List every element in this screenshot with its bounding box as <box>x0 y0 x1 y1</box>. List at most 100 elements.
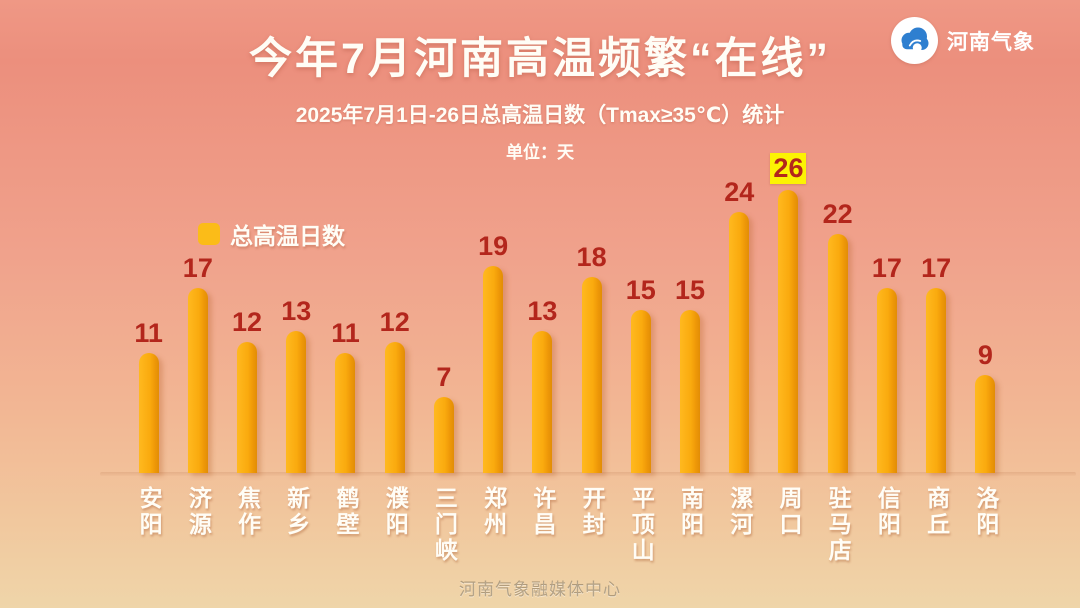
legend-swatch <box>198 223 220 245</box>
bar-value-label: 15 <box>625 275 656 305</box>
bar-column: 19 郑州 <box>469 150 518 595</box>
city-label: 新乡 <box>283 486 310 538</box>
bar <box>630 310 651 473</box>
bar <box>926 288 947 473</box>
bar-chart: 11 安阳 17 济源 12 焦作 13 新乡 11 鹤壁 <box>124 150 1010 595</box>
bar-value-label: 15 <box>674 275 706 305</box>
cloud-icon <box>901 27 928 52</box>
bar <box>975 375 996 473</box>
bar-value-label: 12 <box>232 307 263 337</box>
logo-circle <box>891 17 938 64</box>
legend-label: 总高温日数 <box>230 223 345 249</box>
city-label: 信阳 <box>874 486 901 538</box>
bar-value-label: 18 <box>576 242 607 272</box>
bar-column: 17 信阳 <box>862 150 911 595</box>
city-label: 平顶山 <box>628 486 655 564</box>
city-label: 商丘 <box>923 486 950 538</box>
city-label: 漯河 <box>726 486 753 538</box>
bar-column: 22 驻马店 <box>813 150 862 595</box>
bar-column: 11 鹤壁 <box>321 150 370 595</box>
bar-column: 9 洛阳 <box>961 150 1010 595</box>
bar-plot: 15 <box>626 150 656 473</box>
brand-name: 河南气象 <box>947 30 1035 54</box>
city-label: 驻马店 <box>825 486 852 564</box>
city-label: 周口 <box>775 486 802 538</box>
bar-plot: 13 <box>527 150 557 473</box>
bar <box>581 277 602 473</box>
bar <box>532 331 553 473</box>
bar-plot: 12 <box>232 150 262 473</box>
legend: 总高温日数 <box>198 217 345 251</box>
city-label: 郑州 <box>480 486 507 538</box>
bar-plot: 24 <box>724 150 754 473</box>
bar-value-label: 17 <box>182 253 213 283</box>
bar-value-label: 12 <box>379 307 410 337</box>
bar-plot: 18 <box>577 150 607 473</box>
bar-plot: 15 <box>675 150 705 473</box>
city-label: 洛阳 <box>972 486 999 538</box>
bar-value-label: 13 <box>527 296 558 326</box>
bar <box>237 342 258 473</box>
bar-column: 12 焦作 <box>222 150 271 595</box>
bar-plot: 11 <box>134 150 163 473</box>
city-label: 焦作 <box>234 486 261 538</box>
bar-column: 15 平顶山 <box>616 150 665 595</box>
bar-column: 13 许昌 <box>518 150 567 595</box>
bar <box>384 342 405 473</box>
bar-plot: 22 <box>823 150 853 473</box>
city-label: 濮阳 <box>382 486 409 538</box>
brand-logo: 河南气象 <box>891 17 1035 64</box>
bar-plot: 19 <box>478 150 508 473</box>
bar-column: 13 新乡 <box>272 150 321 595</box>
bar <box>876 288 897 473</box>
bar-plot: 17 <box>183 150 213 473</box>
bar-value-label: 17 <box>871 253 902 283</box>
bar-value-label: 11 <box>331 318 360 348</box>
page-title: 今年7月河南高温频繁“在线” <box>249 35 831 83</box>
bar <box>187 288 208 473</box>
bar <box>286 331 307 473</box>
city-label: 许昌 <box>529 486 556 538</box>
city-label: 济源 <box>185 486 212 538</box>
bar <box>729 212 750 473</box>
bar-value-label: 17 <box>921 253 952 283</box>
unit-label: 单位：天 <box>506 143 574 162</box>
city-label: 三门峡 <box>431 486 458 564</box>
header: 今年7月河南高温频繁“在线” 2025年7月1日-26日总高温日数（Tmax≥3… <box>0 24 1080 163</box>
axis-baseline <box>100 472 1076 476</box>
bar-value-label: 26 <box>770 153 807 184</box>
bar-plot: 17 <box>921 150 951 473</box>
bar-plot: 9 <box>975 150 996 473</box>
bar-value-label: 22 <box>822 199 853 229</box>
bar-value-label: 11 <box>134 318 163 348</box>
city-label: 南阳 <box>677 486 704 538</box>
bar-plot: 13 <box>281 150 311 473</box>
footer-watermark: 河南气象融媒体中心 <box>459 580 621 599</box>
bar-column: 26 周口 <box>764 150 813 595</box>
bar-column: 7 三门峡 <box>419 150 468 595</box>
bar <box>138 353 159 473</box>
bar <box>778 190 799 473</box>
city-label: 安阳 <box>136 486 163 538</box>
bar-value-label: 9 <box>977 340 993 370</box>
bar-value-label: 7 <box>436 362 452 392</box>
bar-plot: 11 <box>331 150 360 473</box>
bar-column: 17 济源 <box>173 150 222 595</box>
bar-value-label: 13 <box>281 296 312 326</box>
bar-plot: 26 <box>770 150 807 473</box>
bar-value-label: 24 <box>724 177 755 207</box>
bar-column: 24 漯河 <box>715 150 764 595</box>
bar-column: 18 开封 <box>567 150 616 595</box>
bar-column: 15 南阳 <box>665 150 714 595</box>
bar-plot: 7 <box>433 150 454 473</box>
bar-plot: 17 <box>872 150 902 473</box>
bar <box>433 397 454 473</box>
bar-column: 17 商丘 <box>912 150 961 595</box>
bar-plot: 12 <box>380 150 410 473</box>
bar-column: 12 濮阳 <box>370 150 419 595</box>
bar <box>335 353 356 473</box>
bar <box>680 310 700 473</box>
bar <box>483 266 504 473</box>
bar-column: 11 安阳 <box>124 150 173 595</box>
